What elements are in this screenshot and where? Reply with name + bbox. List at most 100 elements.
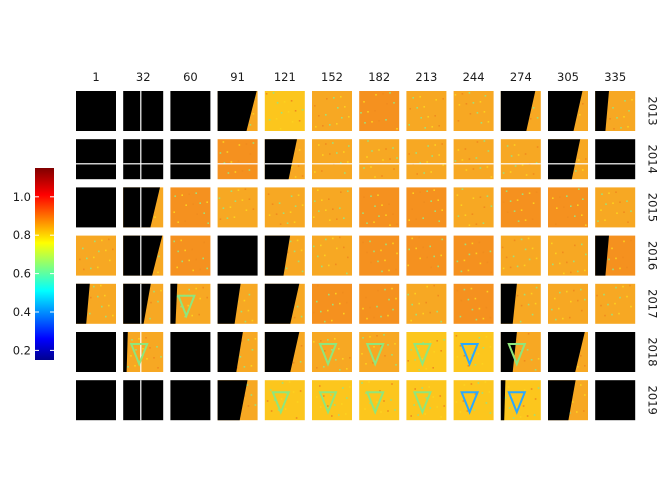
panel-speckle — [287, 111, 290, 113]
panel-speckle — [424, 127, 426, 129]
panel-speckle — [460, 270, 463, 273]
panel-speckle — [394, 343, 396, 345]
panel-speckle — [501, 246, 504, 249]
panel-speckle — [289, 211, 292, 213]
panel-speckle — [331, 349, 333, 351]
heatmap-panel-2018-244 — [453, 332, 494, 372]
panel-speckle — [316, 396, 318, 398]
panel-speckle — [410, 319, 412, 322]
panel-speckle — [383, 400, 385, 402]
panel-stripe-artifact — [453, 163, 494, 165]
panel-speckle — [552, 263, 554, 266]
panel-speckle — [419, 257, 421, 260]
panel-speckle — [475, 157, 478, 159]
panel-speckle — [184, 315, 186, 318]
panel-speckle — [318, 144, 320, 146]
panel-speckle — [385, 243, 387, 246]
panel-speckle — [482, 347, 485, 349]
heatmap-panel-2015-32 — [123, 187, 164, 228]
panel-raster — [548, 235, 588, 276]
row-label: 2016 — [646, 241, 660, 270]
panel-speckle — [410, 349, 412, 351]
panel-speckle — [582, 103, 584, 105]
panel-speckle — [465, 169, 468, 171]
panel-speckle — [483, 140, 486, 142]
panel-nodata-region — [123, 283, 151, 324]
panel-speckle — [516, 294, 519, 297]
panel-speckle — [275, 213, 278, 215]
panel-speckle — [524, 153, 527, 155]
panel-speckle — [430, 171, 432, 173]
panel-low-value-feature — [271, 391, 291, 415]
panel-speckle — [396, 128, 398, 130]
panel-speckle — [369, 240, 371, 243]
panel-speckle — [97, 295, 99, 298]
panel-speckle — [576, 411, 578, 413]
panel-speckle — [508, 407, 511, 409]
panel-speckle — [234, 200, 237, 202]
panel-raster — [170, 332, 211, 372]
panel-speckle — [489, 412, 492, 414]
panel-speckle — [387, 410, 389, 412]
panel-speckle — [440, 254, 442, 257]
panel-speckle — [433, 189, 435, 191]
heatmap-panel-2016-244 — [453, 235, 494, 276]
heatmap-panel-2017-152 — [312, 283, 352, 324]
heatmap-panel-2018-32 — [123, 332, 164, 372]
panel-speckle — [323, 395, 325, 397]
panel-speckle — [222, 141, 225, 143]
panel-speckle — [585, 253, 587, 256]
panel-speckle — [180, 305, 182, 308]
panel-raster — [359, 139, 400, 180]
panel-speckle — [184, 249, 186, 252]
panel-raster — [123, 380, 164, 421]
panel-speckle — [459, 315, 462, 318]
heatmap-panel-2013-121 — [264, 91, 305, 131]
panel-speckle — [324, 350, 326, 352]
panel-speckle — [321, 199, 323, 201]
heatmap-panel-2016-152 — [312, 235, 352, 276]
panel-speckle — [108, 304, 110, 307]
panel-speckle — [409, 108, 411, 110]
panel-low-value-feature — [176, 294, 196, 319]
panel-speckle — [437, 265, 439, 268]
panel-speckle — [479, 262, 482, 265]
panel-speckle — [476, 112, 479, 114]
heatmap-panel-2015-1 — [76, 187, 116, 228]
panel-speckle — [276, 102, 279, 104]
panel-speckle — [470, 383, 473, 385]
heatmap-panel-2017-1 — [76, 283, 116, 324]
panel-speckle — [362, 337, 364, 339]
panel-speckle — [160, 356, 162, 358]
panel-speckle — [282, 212, 285, 214]
panel-speckle — [513, 239, 516, 242]
panel-speckle — [176, 295, 178, 298]
panel-speckle — [433, 284, 435, 287]
heatmap-panel-2013-60 — [170, 91, 211, 131]
panel-speckle — [434, 144, 436, 146]
panel-speckle — [478, 307, 481, 310]
panel-speckle — [530, 388, 533, 390]
panel-low-value-feature — [460, 391, 480, 415]
panel-speckle — [570, 205, 572, 207]
panel-speckle — [300, 315, 303, 318]
column-label: 274 — [510, 70, 532, 84]
panel-nodata-region — [170, 283, 178, 324]
panel-speckle — [385, 148, 387, 150]
panel-speckle — [455, 401, 458, 403]
panel-speckle — [626, 200, 628, 202]
panel-speckle — [378, 215, 380, 217]
panel-speckle — [441, 238, 443, 241]
panel-speckle — [536, 146, 539, 148]
panel-speckle — [251, 349, 254, 351]
heatmap-panel-2015-152 — [312, 187, 352, 228]
heatmap-panel-2014-305 — [548, 139, 588, 180]
panel-speckle — [135, 349, 137, 351]
panel-speckle — [480, 122, 483, 124]
panel-speckle — [611, 247, 613, 250]
panel-speckle — [407, 264, 409, 267]
panel-speckle — [439, 395, 441, 397]
panel-speckle — [386, 103, 388, 105]
panel-speckle — [380, 315, 382, 318]
panel-speckle — [101, 239, 103, 242]
